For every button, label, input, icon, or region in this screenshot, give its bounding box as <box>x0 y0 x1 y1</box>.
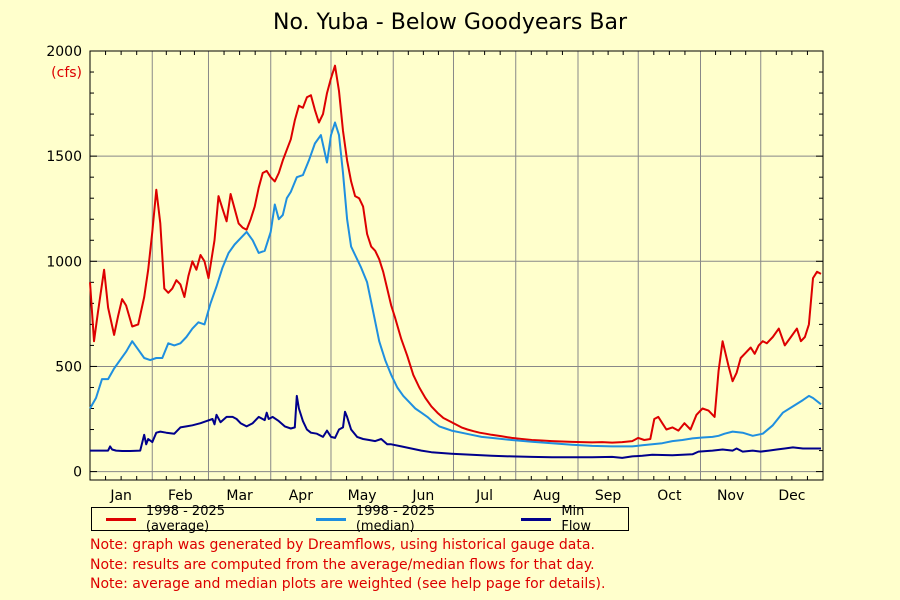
series-line-1998-2025-median <box>89 121 822 448</box>
note-line: Note: graph was generated by Dreamflows,… <box>90 537 595 553</box>
legend-label-median: 1998 - 2025 (median) <box>355 504 435 534</box>
axes <box>90 50 823 480</box>
tick-labels: 0 500 1000 1500 2000 (cfs) Jan Feb Mar Apr May Jun J… <box>46 44 805 504</box>
legend-item-average: 1998 - 2025 (average) <box>106 504 292 534</box>
x-tick-label: Dec <box>778 488 805 504</box>
series-line-min-flow <box>90 394 821 459</box>
legend: 1998 - 2025 (average) 1998 - 2025 (media… <box>91 504 629 534</box>
x-tick-label: Aug <box>533 488 560 504</box>
legend-label-min-flow: Min Flow <box>561 504 592 534</box>
x-tick-label: Oct <box>657 488 682 504</box>
y-tick-label: 0 <box>73 465 82 481</box>
x-tick-label: Feb <box>168 488 193 504</box>
note-line: Note: average and median plots are weigh… <box>90 576 606 592</box>
legend-item-median: 1998 - 2025 (median) <box>315 504 498 534</box>
x-tick-label: Jun <box>411 488 434 504</box>
y-tick-label: 2000 <box>46 44 82 60</box>
series-lines <box>89 64 822 459</box>
note-line: Note: results are computed from the aver… <box>90 556 595 573</box>
x-tick-label: Nov <box>717 488 744 504</box>
y-axis-unit-label: (cfs) <box>51 65 82 81</box>
x-tick-label: Sep <box>595 488 622 504</box>
legend-swatch-min-flow <box>521 517 552 521</box>
x-tick-label: Mar <box>226 488 253 504</box>
legend-swatch-average <box>106 517 136 521</box>
legend-item-min-flow: Min Flow <box>521 504 618 534</box>
x-tick-label: Jul <box>475 488 493 504</box>
chart-title: No. Yuba - Below Goodyears Bar <box>272 10 628 35</box>
plot-frame <box>89 50 824 481</box>
y-tick-label: 500 <box>55 359 82 375</box>
notes: Note: graph was generated by Dreamflows,… <box>90 536 605 595</box>
x-tick-label: Jan <box>109 488 132 504</box>
series-line-1998-2025-average <box>89 64 822 444</box>
y-tick-label: 1000 <box>46 254 82 270</box>
grid-lines <box>90 51 823 480</box>
x-tick-label: May <box>348 488 377 504</box>
y-tick-label: 1500 <box>46 149 82 165</box>
x-tick-label: Apr <box>289 488 313 504</box>
legend-swatch-median <box>315 517 346 521</box>
legend-label-average: 1998 - 2025 (average) <box>145 504 226 534</box>
